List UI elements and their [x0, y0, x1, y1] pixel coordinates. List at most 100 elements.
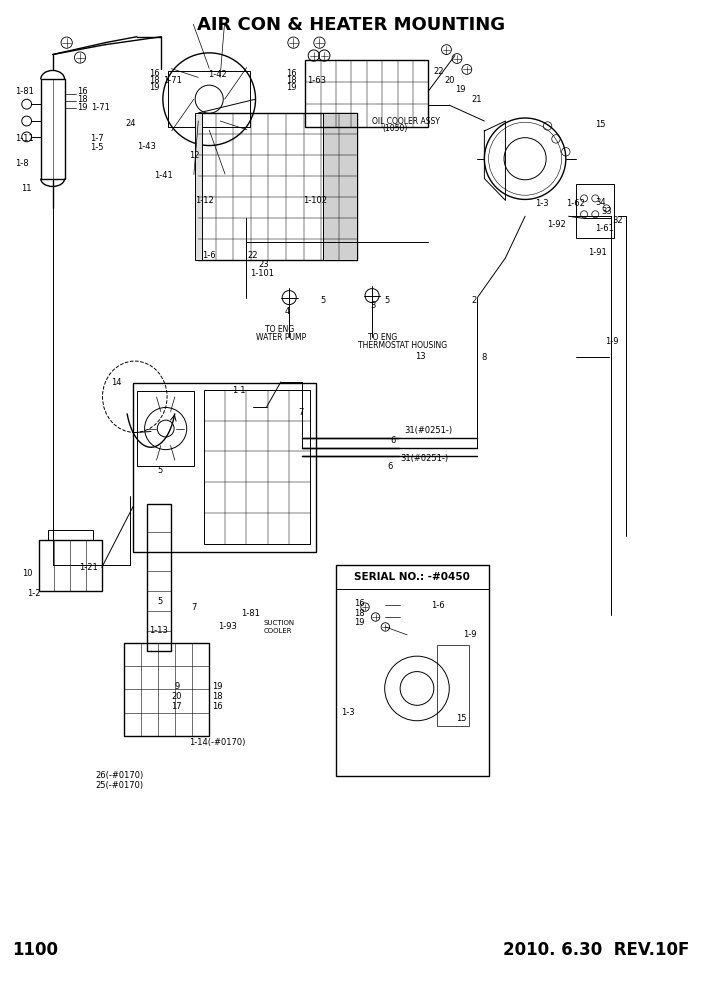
Text: 1-62: 1-62: [566, 198, 585, 208]
Text: 1-6: 1-6: [202, 251, 216, 261]
Text: 22: 22: [434, 66, 444, 76]
Text: 1-81: 1-81: [15, 86, 34, 96]
Bar: [133, 383, 316, 552]
Text: 1-93: 1-93: [218, 622, 237, 632]
Text: 8: 8: [482, 352, 487, 362]
Text: 7: 7: [298, 408, 304, 418]
Bar: [323, 113, 357, 260]
Text: AIR CON & HEATER MOUNTING: AIR CON & HEATER MOUNTING: [197, 16, 505, 34]
Text: 34: 34: [595, 197, 606, 207]
Text: 25(-#0170): 25(-#0170): [95, 781, 144, 791]
Bar: [305, 60, 428, 127]
Text: 1-6: 1-6: [431, 600, 444, 610]
Text: 5: 5: [157, 465, 162, 475]
Text: 1-91: 1-91: [588, 248, 607, 258]
Text: 21: 21: [472, 94, 482, 104]
Text: 1-12: 1-12: [195, 195, 214, 205]
Bar: [137, 391, 194, 466]
Bar: [39, 540, 102, 591]
Text: OIL COOLER ASSY: OIL COOLER ASSY: [372, 116, 440, 126]
Bar: [147, 504, 171, 651]
Text: WATER PUMP: WATER PUMP: [256, 332, 307, 342]
Text: THERMOSTAT HOUSING: THERMOSTAT HOUSING: [358, 340, 447, 350]
Text: 1-61: 1-61: [595, 223, 614, 233]
Text: 10: 10: [22, 568, 33, 578]
Text: 9: 9: [174, 682, 179, 691]
Text: 16: 16: [286, 68, 297, 78]
Text: 1-5: 1-5: [90, 143, 103, 153]
Text: 1-71: 1-71: [91, 102, 110, 112]
Text: 18: 18: [354, 608, 364, 618]
Text: 6: 6: [388, 461, 393, 471]
Text: 19: 19: [212, 682, 223, 691]
Text: 1-101: 1-101: [250, 269, 274, 279]
Text: 1-3: 1-3: [535, 198, 548, 208]
Text: 1100: 1100: [13, 941, 59, 959]
Text: 19: 19: [354, 618, 364, 628]
Text: 23: 23: [258, 260, 269, 270]
Text: 11: 11: [21, 184, 32, 193]
Text: 1-8: 1-8: [15, 159, 29, 169]
Text: 1-42: 1-42: [208, 69, 227, 79]
Text: 18: 18: [286, 75, 297, 85]
Bar: [576, 184, 614, 238]
Text: 19: 19: [150, 82, 160, 92]
Text: 31(#0251-): 31(#0251-): [404, 426, 453, 435]
Text: 19: 19: [455, 84, 465, 94]
Text: 3: 3: [371, 301, 376, 310]
Bar: [198, 113, 357, 260]
Text: 15: 15: [456, 713, 467, 723]
Text: 1-63: 1-63: [307, 75, 326, 85]
Text: 13: 13: [416, 351, 426, 361]
Text: 1-9: 1-9: [463, 630, 477, 640]
Text: 1-7: 1-7: [90, 134, 103, 144]
Bar: [204, 390, 310, 544]
Text: 7: 7: [191, 602, 197, 612]
Text: 5: 5: [385, 296, 390, 306]
Text: 1-21: 1-21: [79, 562, 98, 572]
Text: 1-43: 1-43: [137, 142, 156, 152]
Text: 1-1: 1-1: [232, 386, 245, 396]
Text: 31(#0251-): 31(#0251-): [400, 453, 449, 463]
Text: 6: 6: [390, 435, 396, 445]
Text: 15: 15: [595, 120, 606, 130]
Text: 16: 16: [77, 86, 88, 96]
Text: 24: 24: [125, 118, 135, 128]
Text: 5: 5: [320, 296, 325, 306]
Bar: [48, 530, 93, 540]
Text: 4: 4: [284, 307, 289, 316]
Text: 1-71: 1-71: [163, 75, 182, 85]
Text: (1050): (1050): [383, 124, 408, 134]
Text: 16: 16: [150, 68, 160, 78]
Text: 17: 17: [171, 701, 182, 711]
Text: TO ENG: TO ENG: [368, 332, 397, 342]
Text: SUCTION: SUCTION: [263, 620, 294, 626]
Bar: [195, 113, 202, 260]
Text: 1-9: 1-9: [605, 336, 618, 346]
Bar: [168, 71, 250, 127]
Text: 1-11: 1-11: [15, 134, 34, 144]
Text: 2010. 6.30  REV.10F: 2010. 6.30 REV.10F: [503, 941, 689, 959]
Text: 26(-#0170): 26(-#0170): [95, 771, 144, 781]
Text: 1-92: 1-92: [548, 219, 567, 229]
Text: 1-13: 1-13: [149, 626, 168, 636]
Bar: [437, 645, 469, 726]
Text: 1-102: 1-102: [303, 195, 327, 205]
Text: 18: 18: [150, 75, 160, 85]
Bar: [323, 113, 357, 260]
Text: 16: 16: [354, 598, 364, 608]
Text: 20: 20: [171, 691, 182, 701]
Text: 12: 12: [190, 151, 200, 161]
Text: 33: 33: [602, 206, 612, 216]
Text: 2: 2: [472, 296, 477, 306]
Text: 32: 32: [612, 215, 623, 225]
Text: 16: 16: [212, 701, 223, 711]
Text: 1-14(-#0170): 1-14(-#0170): [190, 737, 246, 747]
Bar: [124, 643, 209, 736]
Text: 14: 14: [111, 378, 121, 388]
Text: SERIAL NO.: -#0450: SERIAL NO.: -#0450: [354, 572, 470, 582]
Text: 1-81: 1-81: [241, 608, 260, 618]
Bar: [336, 565, 489, 776]
Text: 19: 19: [286, 82, 297, 92]
Text: 5: 5: [157, 596, 162, 606]
